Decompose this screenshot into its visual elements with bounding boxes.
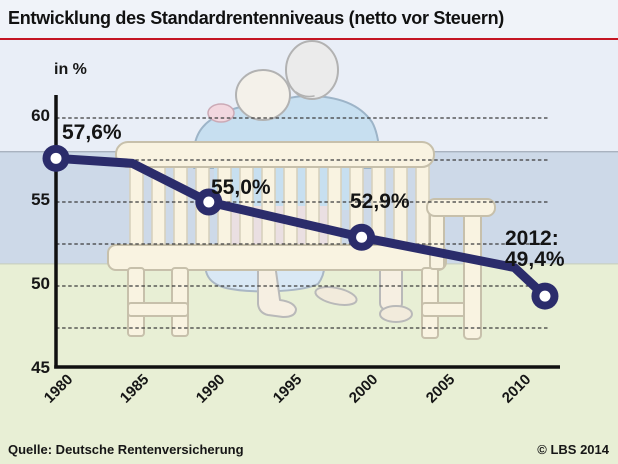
man-shoe [379,305,413,323]
dress-behind-slats [226,206,340,252]
data-point-marker [531,282,559,310]
skirt [204,251,326,293]
title-divider-rule [0,38,618,40]
armrest-support [429,212,445,270]
value-label-2012-value: 49,4% [505,248,565,271]
y-axis-tick-label: 60 [31,106,50,125]
source-credit: Quelle: Deutsche Rentenversicherung [8,442,244,457]
trend-line [51,153,550,301]
armrest-front-post [463,212,482,340]
data-point-marker-center [539,290,551,302]
data-point-marker [348,223,376,251]
woman-head [235,69,291,121]
y-axis-unit-label: in % [54,61,87,78]
grass-band [0,264,618,464]
woman-leg [257,263,297,318]
x-axis-tick-label: 1995 [269,371,306,407]
x-axis-tick-label: 1990 [193,371,229,407]
data-point-marker-center [50,152,62,164]
woman-face [207,103,235,123]
couple-on-bench [107,40,496,340]
value-label-2000: 52,9% [350,190,410,213]
x-axis-tick-label: 2010 [498,371,535,407]
bench-leg-crossbar [127,302,189,317]
man-hair-line [295,91,315,98]
value-label-2012-year: 2012: [505,227,559,250]
man-head [285,40,339,100]
x-axis-tick-label: 2005 [422,371,459,407]
bench-leg [421,267,439,339]
copyright-notice: © LBS 2014 [537,442,609,457]
backrest-rail [115,141,435,168]
data-point-marker-center [356,231,368,243]
data-point-marker [42,144,70,172]
y-axis-tick-label: 55 [31,190,50,209]
value-label-1980: 57,6% [62,121,122,144]
slipper [314,286,358,306]
page-title: Entwicklung des Standardrentenniveaus (n… [8,8,504,28]
bench-leg [127,267,145,337]
y-axis-tick-label: 50 [31,274,50,293]
x-axis-tick-label: 2000 [345,371,382,407]
value-label-2012: 2012: 49,4% [505,228,604,270]
value-label-1990: 55,0% [211,176,271,199]
horizon-line [0,151,618,153]
bench-frame [107,141,496,340]
bench-leg-crossbar [421,302,481,317]
seat-rail [107,244,447,271]
man-leg [379,261,403,311]
x-axis-tick-label: 1985 [116,371,153,407]
armrest-arm [426,198,496,217]
couple-shoulders [193,95,381,169]
bench-leg [171,267,189,337]
y-axis-tick-label: 45 [31,358,50,377]
